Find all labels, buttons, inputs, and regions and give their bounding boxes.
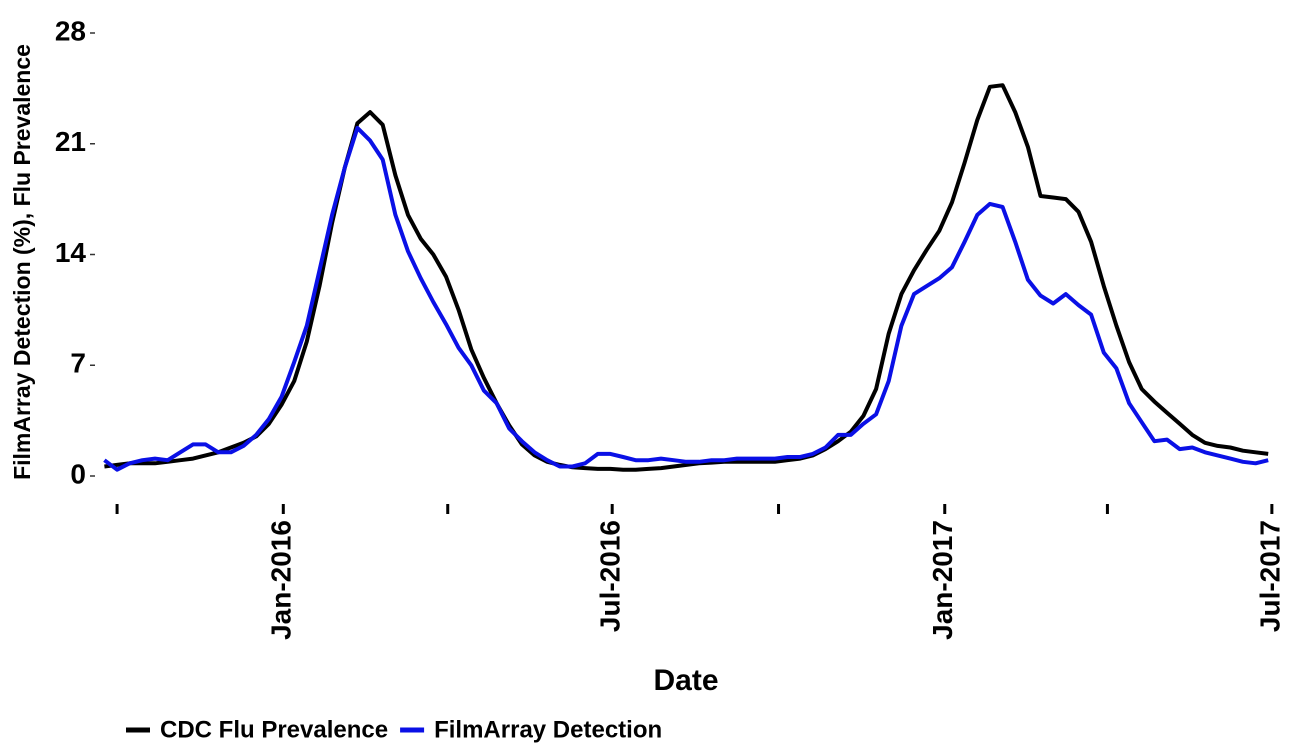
y-tick-label: 0 bbox=[70, 458, 86, 489]
y-tick-label: 21 bbox=[55, 126, 86, 157]
legend-label: FilmArray Detection bbox=[434, 716, 662, 743]
y-tick-label: 7 bbox=[70, 348, 86, 379]
x-tick-label: Jul-2017 bbox=[1254, 520, 1285, 632]
x-axis-title: Date bbox=[653, 664, 718, 697]
x-tick-label: Jul-2016 bbox=[595, 520, 626, 632]
line-series bbox=[103, 125, 1269, 472]
line-series bbox=[104, 83, 1269, 472]
legend-label: CDC Flu Prevalence bbox=[160, 716, 388, 743]
y-axis-title: FilmArray Detection (%), Flu Prevalence bbox=[9, 44, 35, 480]
x-tick-label: Jan-2016 bbox=[266, 520, 297, 640]
x-tick-label: Jan-2017 bbox=[927, 520, 958, 640]
y-tick-label: 14 bbox=[55, 237, 87, 268]
y-tick-label: 28 bbox=[55, 15, 86, 46]
